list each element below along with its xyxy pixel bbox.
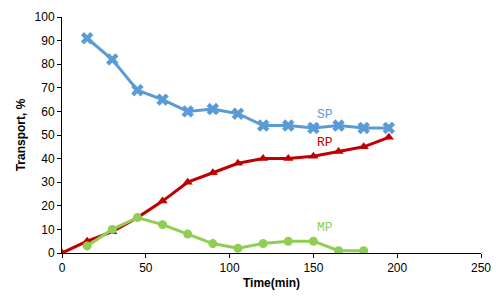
svg-text:200: 200 <box>387 261 407 275</box>
svg-text:250: 250 <box>471 261 491 275</box>
svg-text:MP: MP <box>317 220 333 235</box>
svg-text:30: 30 <box>41 175 55 189</box>
svg-text:Time(min): Time(min) <box>243 276 300 290</box>
svg-text:Transport, %: Transport, % <box>14 98 28 171</box>
svg-text:50: 50 <box>41 128 55 142</box>
svg-text:60: 60 <box>41 105 55 119</box>
svg-text:90: 90 <box>41 34 55 48</box>
svg-text:70: 70 <box>41 81 55 95</box>
svg-text:80: 80 <box>41 57 55 71</box>
svg-text:100: 100 <box>220 261 240 275</box>
svg-text:0: 0 <box>59 261 66 275</box>
svg-text:150: 150 <box>303 261 323 275</box>
svg-text:0: 0 <box>48 246 55 260</box>
svg-text:20: 20 <box>41 199 55 213</box>
svg-text:SP: SP <box>317 107 333 122</box>
svg-text:100: 100 <box>35 10 55 24</box>
svg-text:40: 40 <box>41 152 55 166</box>
svg-text:RP: RP <box>317 135 333 150</box>
svg-text:10: 10 <box>41 223 55 237</box>
svg-text:50: 50 <box>139 261 153 275</box>
